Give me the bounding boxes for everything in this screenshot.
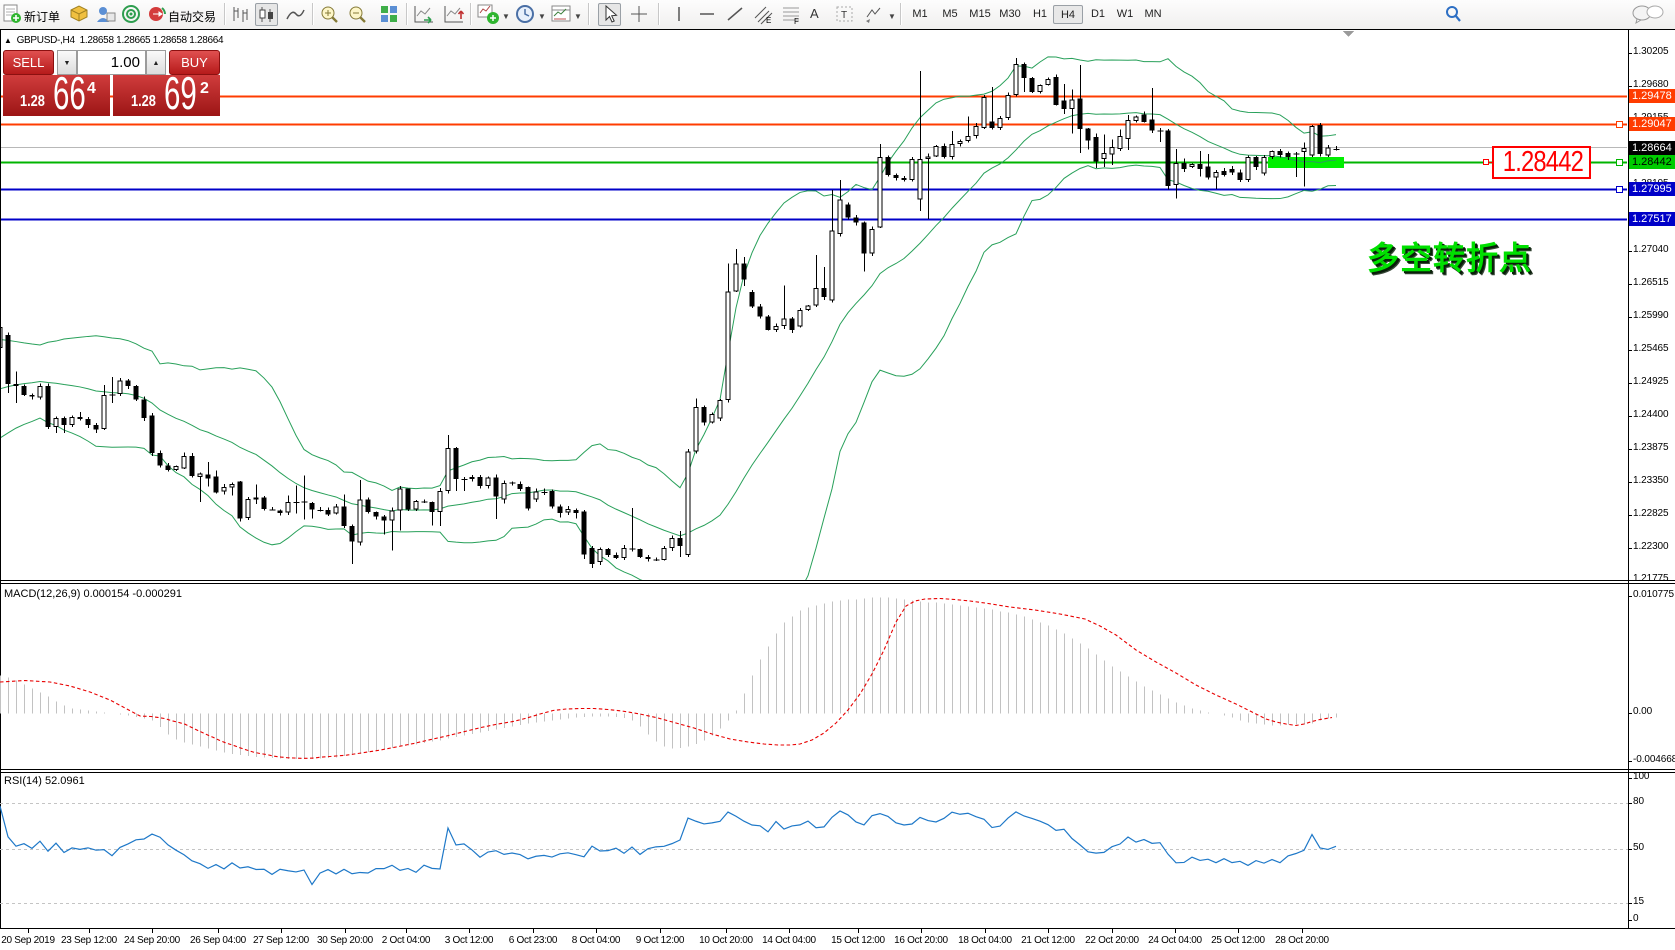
svg-text:E: E xyxy=(766,16,771,25)
svg-text:T: T xyxy=(841,10,847,21)
svg-text:F: F xyxy=(794,17,799,26)
